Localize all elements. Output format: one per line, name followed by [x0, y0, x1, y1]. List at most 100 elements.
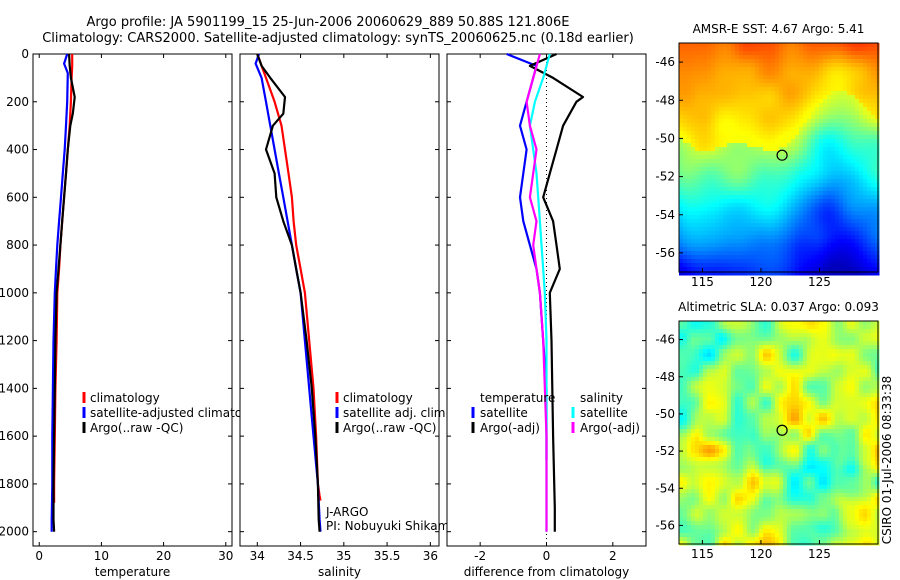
colormap-cell [847, 251, 852, 256]
colormap-cell [799, 43, 804, 48]
colormap-cell [715, 449, 720, 454]
colormap-cell [755, 59, 760, 64]
colormap-cell [775, 95, 780, 100]
colormap-cell [799, 151, 804, 156]
colormap-cell [855, 179, 860, 184]
colormap-cell [743, 365, 748, 370]
colormap-cell [875, 377, 880, 382]
colormap-cell [843, 167, 848, 172]
colormap-cell [763, 95, 768, 100]
colormap-cell [679, 421, 684, 426]
colormap-cell [679, 47, 684, 52]
colormap-cell [707, 271, 712, 276]
colormap-cell [707, 211, 712, 216]
colormap-cell [727, 211, 732, 216]
colormap-cell [683, 453, 688, 458]
colormap-cell [683, 409, 688, 414]
colormap-cell [723, 469, 728, 474]
colormap-cell [723, 381, 728, 386]
colormap-cell [703, 183, 708, 188]
colormap-cell [775, 187, 780, 192]
colormap-cell [691, 405, 696, 410]
colormap-cell [731, 341, 736, 346]
colormap-cell [795, 365, 800, 370]
colormap-cell [731, 43, 736, 48]
colormap-cell [787, 103, 792, 108]
colormap-cell [743, 453, 748, 458]
legend-entry: satellite-adjusted climatolog [90, 406, 260, 420]
colormap-cell [783, 425, 788, 430]
colormap-cell [843, 207, 848, 212]
colormap-cell [839, 457, 844, 462]
colormap-cell [695, 127, 700, 132]
colormap-cell [875, 203, 880, 208]
colormap-cell [779, 345, 784, 350]
colormap-cell [835, 207, 840, 212]
sst-map-frame [678, 42, 879, 273]
colormap-cell [851, 417, 856, 422]
colormap-cell [711, 429, 716, 434]
colormap-cell [827, 429, 832, 434]
colormap-cell [851, 405, 856, 410]
colormap-cell [867, 243, 872, 248]
colormap-cell [731, 179, 736, 184]
colormap-cell [791, 345, 796, 350]
colormap-cell [687, 107, 692, 112]
colormap-cell [855, 219, 860, 224]
colormap-cell [807, 67, 812, 72]
colormap-cell [847, 235, 852, 240]
colormap-cell [691, 219, 696, 224]
colormap-cell [871, 75, 876, 80]
colormap-cell [779, 389, 784, 394]
colormap-cell [727, 469, 732, 474]
colormap-cell [775, 99, 780, 104]
colormap-cell [859, 405, 864, 410]
colormap-cell [775, 425, 780, 430]
colormap-cell [855, 405, 860, 410]
colormap-cell [687, 95, 692, 100]
colormap-cell [819, 267, 824, 272]
colormap-cell [739, 191, 744, 196]
colormap-cell [787, 429, 792, 434]
colormap-cell [707, 131, 712, 136]
colormap-cell [847, 91, 852, 96]
colormap-cell [735, 195, 740, 200]
colormap-cell [719, 163, 724, 168]
colormap-cell [743, 437, 748, 442]
colormap-cell [835, 325, 840, 330]
colormap-cell [783, 405, 788, 410]
colormap-cell [711, 325, 716, 330]
colormap-cell [707, 255, 712, 260]
colormap-cell [807, 143, 812, 148]
colormap-cell [699, 333, 704, 338]
colormap-cell [767, 353, 772, 358]
colormap-cell [819, 433, 824, 438]
colormap-cell [731, 337, 736, 342]
colormap-cell [731, 155, 736, 160]
colormap-cell [727, 199, 732, 204]
colormap-cell [727, 441, 732, 446]
colormap-cell [815, 337, 820, 342]
colormap-cell [707, 219, 712, 224]
colormap-cell [831, 175, 836, 180]
colormap-cell [875, 433, 880, 438]
colormap-cell [751, 219, 756, 224]
colormap-cell [687, 227, 692, 232]
colormap-cell [775, 345, 780, 350]
colormap-cell [715, 235, 720, 240]
colormap-cell [735, 43, 740, 48]
colormap-cell [827, 457, 832, 462]
colormap-cell [863, 405, 868, 410]
colormap-cell [851, 353, 856, 358]
colormap-cell [871, 119, 876, 124]
colormap-cell [859, 365, 864, 370]
colormap-cell [747, 131, 752, 136]
colormap-cell [719, 401, 724, 406]
colormap-cell [691, 389, 696, 394]
colormap-cell [875, 219, 880, 224]
colormap-cell [747, 219, 752, 224]
colormap-cell [719, 211, 724, 216]
colormap-cell [735, 349, 740, 354]
colormap-cell [715, 417, 720, 422]
colormap-cell [735, 333, 740, 338]
